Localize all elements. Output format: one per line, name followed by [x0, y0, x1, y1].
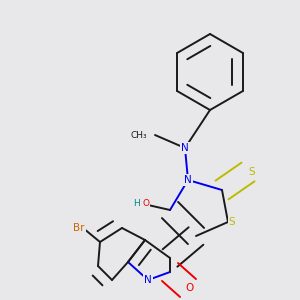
- Text: N: N: [144, 275, 152, 285]
- Text: N: N: [181, 143, 189, 153]
- Text: CH₃: CH₃: [130, 130, 147, 140]
- Text: Br: Br: [73, 223, 85, 233]
- Text: S: S: [249, 167, 255, 177]
- Text: S: S: [229, 217, 235, 227]
- Text: O: O: [142, 199, 149, 208]
- Text: H: H: [133, 199, 140, 208]
- Text: N: N: [184, 175, 192, 185]
- Text: O: O: [186, 283, 194, 293]
